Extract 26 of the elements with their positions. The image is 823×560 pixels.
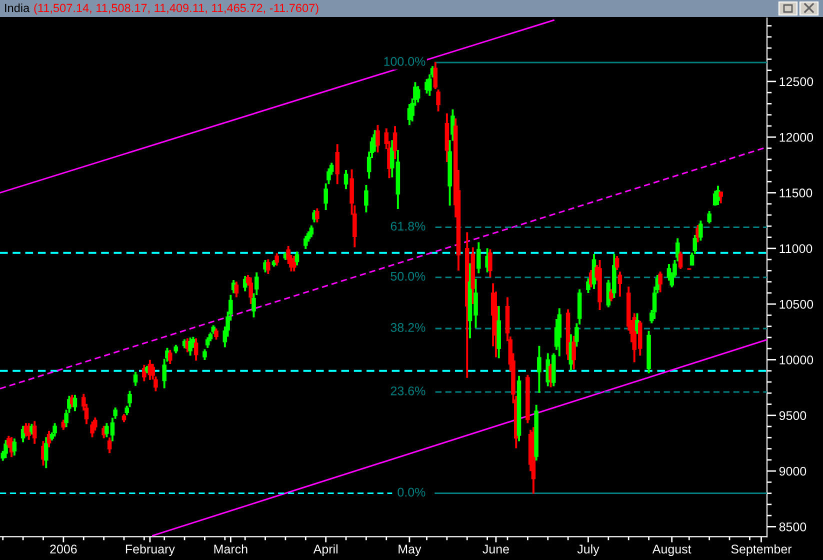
x-tick-label: May	[398, 544, 422, 556]
series-label: 23.6%	[390, 386, 426, 396]
x-tick-label: September	[731, 544, 792, 556]
x-tick-label: June	[482, 544, 509, 554]
y-tick-label: 11500	[780, 188, 812, 198]
y-tick-label: 9500	[779, 411, 806, 420]
y-tick-label: 12000	[780, 132, 814, 142]
y-tick-label: 10500	[780, 300, 814, 309]
x-tick-label: February	[126, 544, 175, 556]
x-tick-label: July	[577, 544, 600, 556]
y-tick-label: 9000	[779, 466, 806, 476]
series-label: 61.8%	[390, 222, 426, 231]
y-tick-label: 11000	[780, 244, 812, 254]
y-tick-label: 10000	[780, 356, 814, 364]
x-tick-label: August	[652, 544, 692, 556]
series-label: 0.0%	[398, 488, 426, 497]
chart-subtitle: (11,507.14, 11,508.17, 11,409.11, 11,465.72, -11.7607)	[34, 4, 318, 14]
x-tick-label: March	[214, 544, 248, 554]
y-tick-label: 12500	[780, 77, 814, 86]
x-tick-label: April	[313, 544, 338, 556]
series-label: 100.0%	[384, 57, 426, 66]
y-tick-label: 8500	[779, 522, 806, 532]
series-label: 50.0%	[390, 272, 426, 281]
x-tick-label: 2006	[50, 544, 77, 554]
chart-title: India	[5, 4, 30, 12]
series-label: 38.2%	[390, 323, 426, 332]
